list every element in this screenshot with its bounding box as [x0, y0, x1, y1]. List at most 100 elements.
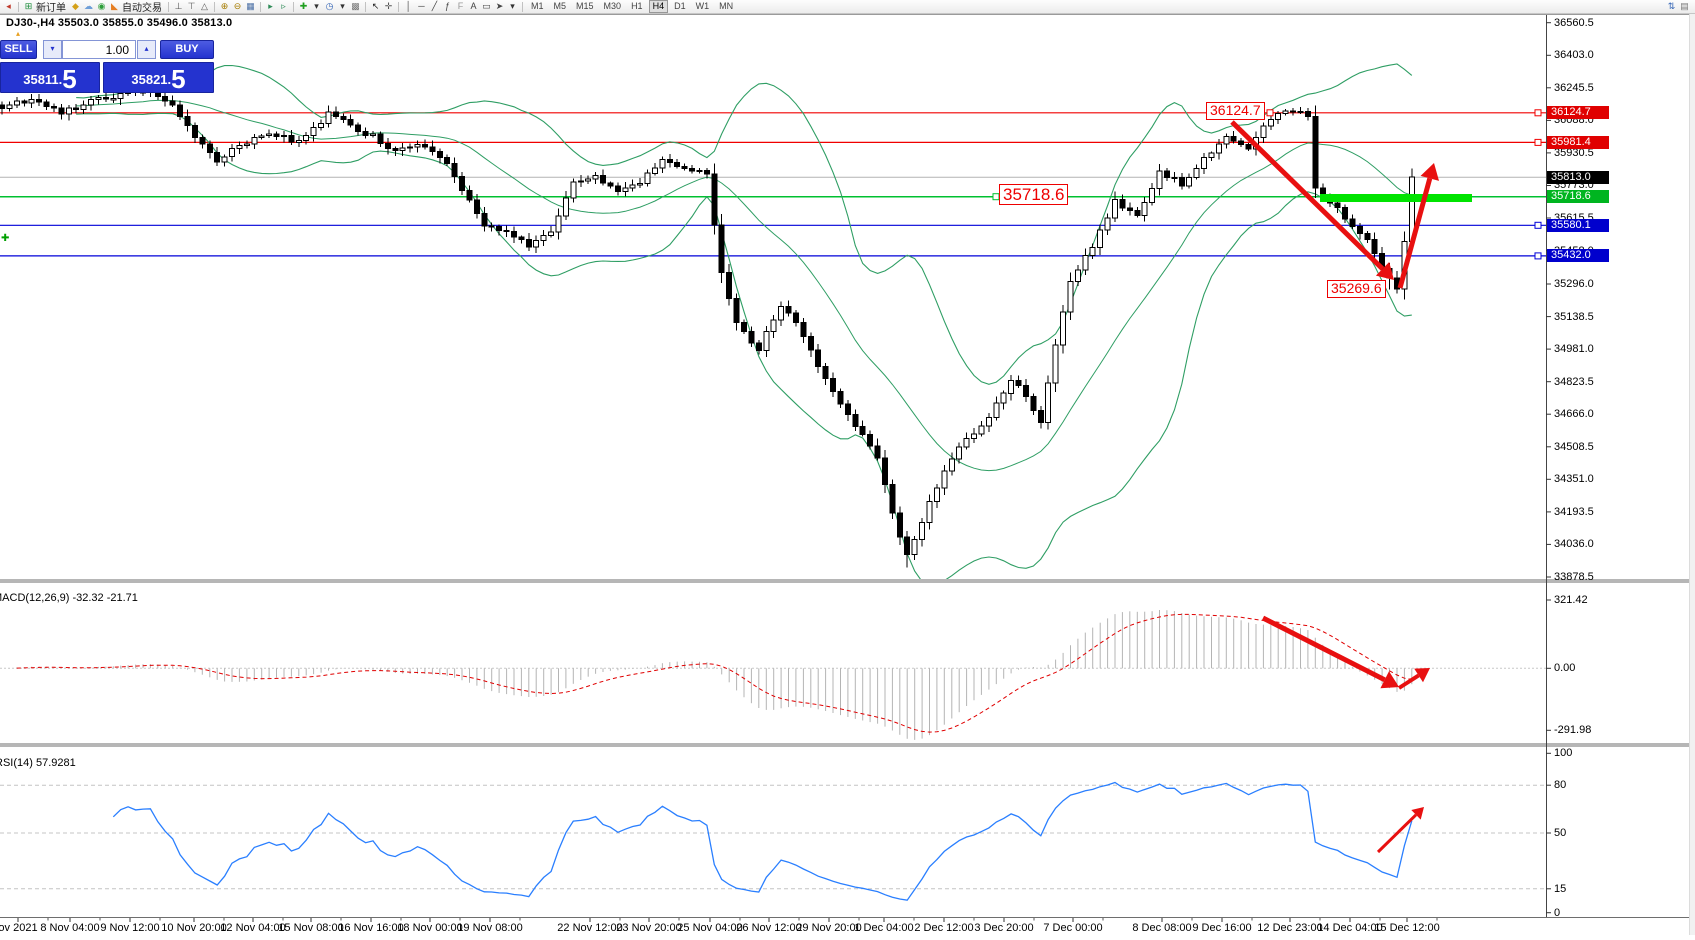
- horizontal-line-icon[interactable]: ─: [418, 1, 425, 11]
- price-axis-tick: 35930.5: [1554, 146, 1594, 159]
- volume-increase-button[interactable]: ▴: [137, 40, 156, 59]
- timeframe-d1[interactable]: D1: [674, 1, 686, 11]
- timeframe-w1[interactable]: W1: [695, 1, 710, 11]
- buy-price-main: 35821.: [131, 72, 172, 87]
- toolbar-separator: [260, 1, 261, 12]
- add-indicator-icon[interactable]: ✚: [299, 1, 308, 11]
- timeframe-mn[interactable]: MN: [719, 1, 734, 11]
- timeframe-m1[interactable]: M1: [531, 1, 544, 11]
- sell-button[interactable]: SELL: [0, 40, 37, 59]
- fibonacci-icon[interactable]: ƒ: [444, 1, 450, 11]
- chart-ohlc-header: DJ30-,H4 35503.0 35855.0 35496.0 35813.0: [6, 17, 233, 29]
- time-axis-label: 2 Dec 12:00: [914, 922, 974, 934]
- rsi-axis-tick: 15: [1554, 882, 1567, 895]
- zoom-out-icon[interactable]: ⊖: [233, 1, 242, 11]
- timeframe-h4[interactable]: H4: [648, 0, 669, 13]
- time-axis-label: 7 Dec 00:00: [1043, 922, 1103, 934]
- dropdown-caret-icon[interactable]: ▾: [314, 1, 319, 11]
- time-axis-label: 18 Nov 00:00: [397, 922, 463, 934]
- indicator-window-icon[interactable]: ⊥: [174, 1, 183, 11]
- price-axis-tick: 33878.5: [1554, 571, 1594, 583]
- rsi-axis-tick: 80: [1554, 779, 1567, 792]
- time-axis-label: 22 Nov 12:00: [557, 922, 623, 934]
- rsi-axis-tick: 100: [1554, 747, 1573, 760]
- megaphone-icon[interactable]: ◣: [111, 1, 118, 11]
- text-tool-icon[interactable]: A: [470, 1, 477, 11]
- toolbar-separator: [365, 1, 366, 12]
- time-axis-label: 26 Nov 12:00: [736, 922, 802, 934]
- green-plus-icon[interactable]: ✚: [1, 233, 10, 244]
- price-line-badge: 35981.4: [1547, 135, 1609, 149]
- scrollbar-strip[interactable]: [1689, 14, 1695, 935]
- price-line-badge: 35813.0: [1547, 170, 1609, 184]
- price-axis-tick: 36560.5: [1554, 16, 1594, 29]
- dropdown-caret-icon[interactable]: ▾: [510, 1, 515, 11]
- timeframe-m5[interactable]: M5: [553, 1, 567, 11]
- rsi-indicator-label: RSI(14) 57.9281: [0, 757, 76, 769]
- price-axis-tick: 36403.0: [1554, 49, 1594, 62]
- arrows-tool-icon[interactable]: ➤: [495, 1, 504, 11]
- sell-price-display[interactable]: 35811. 5: [0, 62, 100, 93]
- collapse-caret-icon[interactable]: ▴: [16, 29, 21, 38]
- vertical-line-icon[interactable]: │: [405, 1, 412, 11]
- tile-windows-icon[interactable]: ▦: [246, 1, 255, 11]
- annotation-label-35718[interactable]: 35718.6: [999, 184, 1069, 206]
- price-axis-tick: 34351.0: [1554, 473, 1594, 486]
- time-axis-label: 12 Dec 23:00: [1257, 922, 1323, 934]
- sell-price-main: 35811.: [23, 72, 63, 87]
- sell-price-pip: 5: [62, 64, 77, 94]
- indicator-window-alt-icon[interactable]: ⊤: [187, 1, 196, 11]
- timeframe-h1[interactable]: H1: [631, 1, 643, 11]
- buy-button[interactable]: BUY: [160, 40, 214, 59]
- collapse-icon[interactable]: ◂: [6, 1, 11, 11]
- annotation-label-36124[interactable]: 36124.7: [1206, 102, 1265, 120]
- scroll-windows-icon[interactable]: ⇅: [1667, 1, 1676, 11]
- price-line-badge: 36124.7: [1547, 106, 1609, 120]
- text-label-icon[interactable]: ▭: [482, 1, 491, 11]
- price-axis-tick: 34193.5: [1554, 505, 1594, 518]
- timeframe-m15[interactable]: M15: [576, 1, 594, 11]
- annotation-label-35269[interactable]: 35269.6: [1327, 280, 1386, 298]
- time-axis-label: 1 Dec 04:00: [854, 922, 914, 934]
- auto-trading-label: 自动交易: [122, 3, 162, 14]
- cloud-profile-icon[interactable]: ☁: [84, 1, 93, 11]
- buy-price-display[interactable]: 35821. 5: [103, 62, 214, 93]
- price-axis-tick: 34036.0: [1554, 538, 1594, 551]
- template-icon[interactable]: ▩: [351, 1, 360, 11]
- macd-axis-tick: 0.00: [1554, 662, 1576, 675]
- time-axis-label: 15 Nov 08:00: [278, 922, 344, 934]
- price-line-badge: 35718.6: [1547, 190, 1609, 204]
- price-axis-tick: 34508.5: [1554, 440, 1594, 453]
- time-axis-label: 8 Dec 08:00: [1132, 922, 1192, 934]
- window-list-icon[interactable]: ▤: [1680, 1, 1689, 11]
- main-toolbar: ◂ ⊞ 新订单 ◆ ☁ ◉ ◣ 自动交易 ⊥ ⊤ △ ⊕ ⊖ ▦ ▸ ▹ ✚ ▾ ◷ ▾ ▩ ↖ ✛ │ ─ ╱ ƒ F A ▭ ➤ ▾ M1 M…: [0, 0, 1695, 14]
- auto-scroll-icon[interactable]: ▸: [268, 1, 273, 11]
- dropdown-caret-icon[interactable]: ▾: [340, 1, 345, 11]
- gold-icon[interactable]: ◆: [72, 1, 79, 11]
- cursor-icon[interactable]: ↖: [371, 1, 380, 11]
- chart-shift-icon[interactable]: ▹: [281, 1, 286, 11]
- price-axis-tick: 35138.5: [1554, 310, 1594, 323]
- period-clock-icon[interactable]: ◷: [325, 1, 334, 11]
- price-axis-tick: 34981.0: [1554, 343, 1594, 356]
- price-axis-tick: 36245.5: [1554, 81, 1594, 94]
- rsi-axis-tick: 50: [1554, 827, 1567, 839]
- volume-decrease-button[interactable]: ▾: [43, 40, 62, 59]
- timeframe-m30[interactable]: M30: [603, 1, 622, 11]
- trendline-icon[interactable]: ╱: [431, 1, 438, 11]
- price-axis-tick: 35296.0: [1554, 278, 1594, 291]
- volume-input[interactable]: [62, 40, 136, 59]
- fibo-expansion-icon[interactable]: F: [457, 1, 464, 11]
- time-axis-label: 12 Nov 04:00: [220, 922, 286, 934]
- price-line-badge: 35580.1: [1547, 218, 1609, 232]
- crosshair-icon[interactable]: ✛: [384, 1, 393, 11]
- toolbar-separator: [522, 1, 523, 12]
- signal-icon[interactable]: ◉: [97, 1, 106, 11]
- zoom-in-icon[interactable]: ⊕: [220, 1, 229, 11]
- price-axis-tick: 34666.0: [1554, 408, 1594, 421]
- macd-indicator-label: MACD(12,26,9) -32.32 -21.71: [0, 592, 138, 604]
- objects-list-icon[interactable]: △: [201, 1, 208, 11]
- new-order-icon[interactable]: ⊞: [24, 1, 33, 11]
